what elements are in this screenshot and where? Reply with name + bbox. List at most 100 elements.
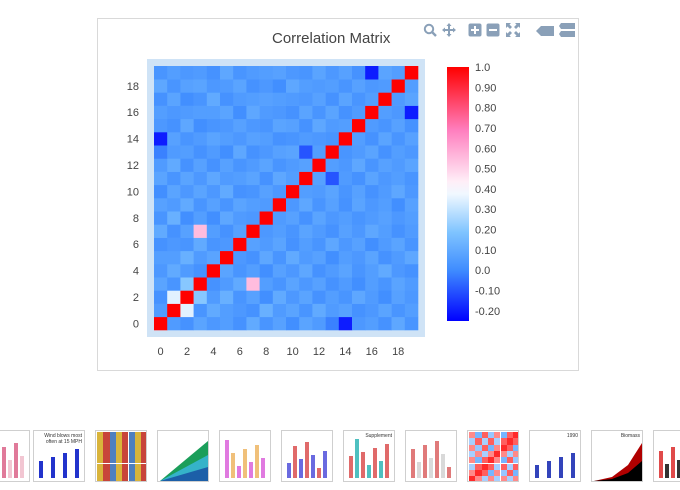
heatmap-cell bbox=[378, 224, 392, 238]
heatmap-cell bbox=[154, 184, 168, 199]
heatmap-cell bbox=[338, 237, 353, 252]
heatmap-cell bbox=[220, 184, 234, 199]
heatmap-cell bbox=[338, 277, 353, 291]
area-chart-thumb[interactable] bbox=[157, 430, 209, 482]
hover-compare-icon[interactable] bbox=[559, 22, 575, 38]
heatmap-cell bbox=[246, 237, 260, 252]
heatmap-cell bbox=[246, 250, 260, 265]
heatmap-cell bbox=[352, 316, 366, 331]
heatmap-cell bbox=[259, 132, 274, 146]
heatmap-cell bbox=[193, 198, 208, 212]
autoscale-icon[interactable] bbox=[506, 23, 520, 37]
heatmap-cell bbox=[325, 118, 340, 133]
heatmap-cell bbox=[299, 171, 313, 186]
heatmap-cell bbox=[233, 105, 247, 120]
heatmap-cell bbox=[193, 290, 208, 304]
heatmap-cell bbox=[404, 184, 419, 199]
heatmap-cell bbox=[193, 264, 208, 278]
heatmap-cell bbox=[167, 145, 181, 159]
histogram-thumb[interactable] bbox=[219, 430, 271, 482]
heatmap-cell bbox=[338, 250, 353, 265]
correlation-heatmap[interactable]: 0 2 4 6 8 10 12 14 16 18 0 2 4 6 8 10 12 14 16 18 1.0 0.90 0.8… bbox=[0, 0, 680, 430]
line-marker-thumb[interactable]: 1990 bbox=[529, 430, 581, 482]
heatmap-cell bbox=[312, 171, 326, 186]
heatmap-cell bbox=[404, 132, 419, 146]
heatmap-cell bbox=[220, 105, 234, 120]
heatmap-cell bbox=[312, 132, 326, 146]
heatmap-cell bbox=[391, 66, 406, 80]
heatmap-cell bbox=[378, 118, 392, 133]
heatmap-cell bbox=[365, 158, 379, 172]
zoom-icon[interactable] bbox=[423, 23, 437, 37]
heatmap-cell bbox=[365, 132, 379, 146]
heatmap-cell bbox=[220, 277, 234, 291]
example-thumbnail-strip: Wind blows most often at 15 MPH Supplemen… bbox=[0, 430, 680, 486]
heatmap-cell bbox=[193, 92, 208, 106]
colorbar-tick-label: 0.10 bbox=[475, 245, 496, 257]
heatmap-cell bbox=[180, 211, 194, 225]
heatmap-cell bbox=[325, 158, 340, 172]
heatmap-cell bbox=[325, 198, 340, 212]
heatmap-cell bbox=[365, 303, 379, 318]
heatmap-cell bbox=[378, 290, 392, 304]
heatmap-cell bbox=[193, 145, 208, 159]
box-plot-thumb[interactable] bbox=[0, 430, 30, 482]
heatmap-cell bbox=[272, 303, 287, 318]
wind-bar-thumb[interactable]: Wind blows most often at 15 MPH bbox=[33, 430, 85, 482]
heatmap-cell bbox=[338, 303, 353, 318]
heatmap-cell bbox=[299, 198, 313, 212]
thumbnail-caption: Wind blows most often at 15 MPH bbox=[44, 433, 82, 445]
heatmap-cell bbox=[299, 118, 313, 133]
heatmap-cell bbox=[352, 277, 366, 291]
energy-area-thumb[interactable]: Biomass bbox=[591, 430, 643, 482]
heatmap-cell bbox=[206, 145, 221, 159]
heatmap-cell bbox=[259, 316, 274, 331]
heatmap-cell bbox=[378, 184, 392, 199]
heatmap-cell bbox=[180, 237, 194, 252]
heatmap-cell bbox=[180, 132, 194, 146]
error-bar-thumb[interactable]: Supplement bbox=[343, 430, 395, 482]
zoom-in-icon[interactable] bbox=[468, 23, 482, 37]
heatmap-cell bbox=[246, 171, 260, 186]
heatmap-cell bbox=[154, 316, 168, 331]
heatmap-cell bbox=[391, 118, 406, 133]
heatmap-cell bbox=[180, 224, 194, 238]
heatmap-cell bbox=[404, 211, 419, 225]
heatmap-cell bbox=[338, 145, 353, 159]
bar-range-thumb[interactable]: 8pm bbox=[653, 430, 680, 482]
pan-icon[interactable] bbox=[442, 23, 456, 37]
heatmap-cell bbox=[233, 79, 247, 93]
heatmap-cell bbox=[286, 92, 300, 106]
heatmap-cell bbox=[378, 132, 392, 146]
heatmap-cell bbox=[299, 132, 313, 146]
heatmap-cell bbox=[272, 198, 287, 212]
heatmap-cell bbox=[220, 171, 234, 186]
heatmap-cell bbox=[325, 79, 340, 93]
heatmap-cell bbox=[206, 264, 221, 278]
hover-closest-icon[interactable] bbox=[536, 24, 554, 38]
heatmap-cell bbox=[272, 105, 287, 120]
heatmap-cell bbox=[325, 250, 340, 265]
heatmap-cell bbox=[286, 211, 300, 225]
heatmap-cell bbox=[299, 92, 313, 106]
heatmap-cell bbox=[325, 105, 340, 120]
heatmap-cell bbox=[338, 290, 353, 304]
thumbnail-caption: 8pm bbox=[656, 433, 680, 439]
heatmap-cell bbox=[167, 79, 181, 93]
corr-heatmap-thumb[interactable] bbox=[467, 430, 519, 482]
box-scatter-thumb[interactable] bbox=[281, 430, 333, 482]
heatmap-cell bbox=[233, 303, 247, 318]
heatmap-cell bbox=[312, 290, 326, 304]
bubble-thumb[interactable] bbox=[405, 430, 457, 482]
zoom-out-icon[interactable] bbox=[486, 23, 500, 37]
heatmap-cell bbox=[193, 184, 208, 199]
x-tick-label: 2 bbox=[184, 346, 190, 358]
heatmap-cell bbox=[404, 250, 419, 265]
heatmap-cell bbox=[391, 250, 406, 265]
y-tick-label: 16 bbox=[127, 107, 139, 119]
x-tick-label: 4 bbox=[210, 346, 216, 358]
heatmap-cell bbox=[272, 171, 287, 186]
heatmap-cell bbox=[365, 277, 379, 291]
heatmap-cell bbox=[312, 237, 326, 252]
heatmap-color-thumb[interactable] bbox=[95, 430, 147, 482]
